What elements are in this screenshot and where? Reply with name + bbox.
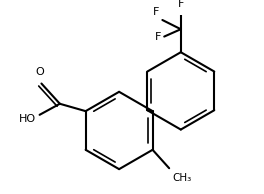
Text: F: F	[178, 0, 184, 9]
Text: F: F	[153, 7, 160, 17]
Text: O: O	[35, 67, 44, 77]
Text: HO: HO	[19, 113, 36, 124]
Text: F: F	[155, 32, 162, 42]
Text: CH₃: CH₃	[172, 173, 191, 183]
